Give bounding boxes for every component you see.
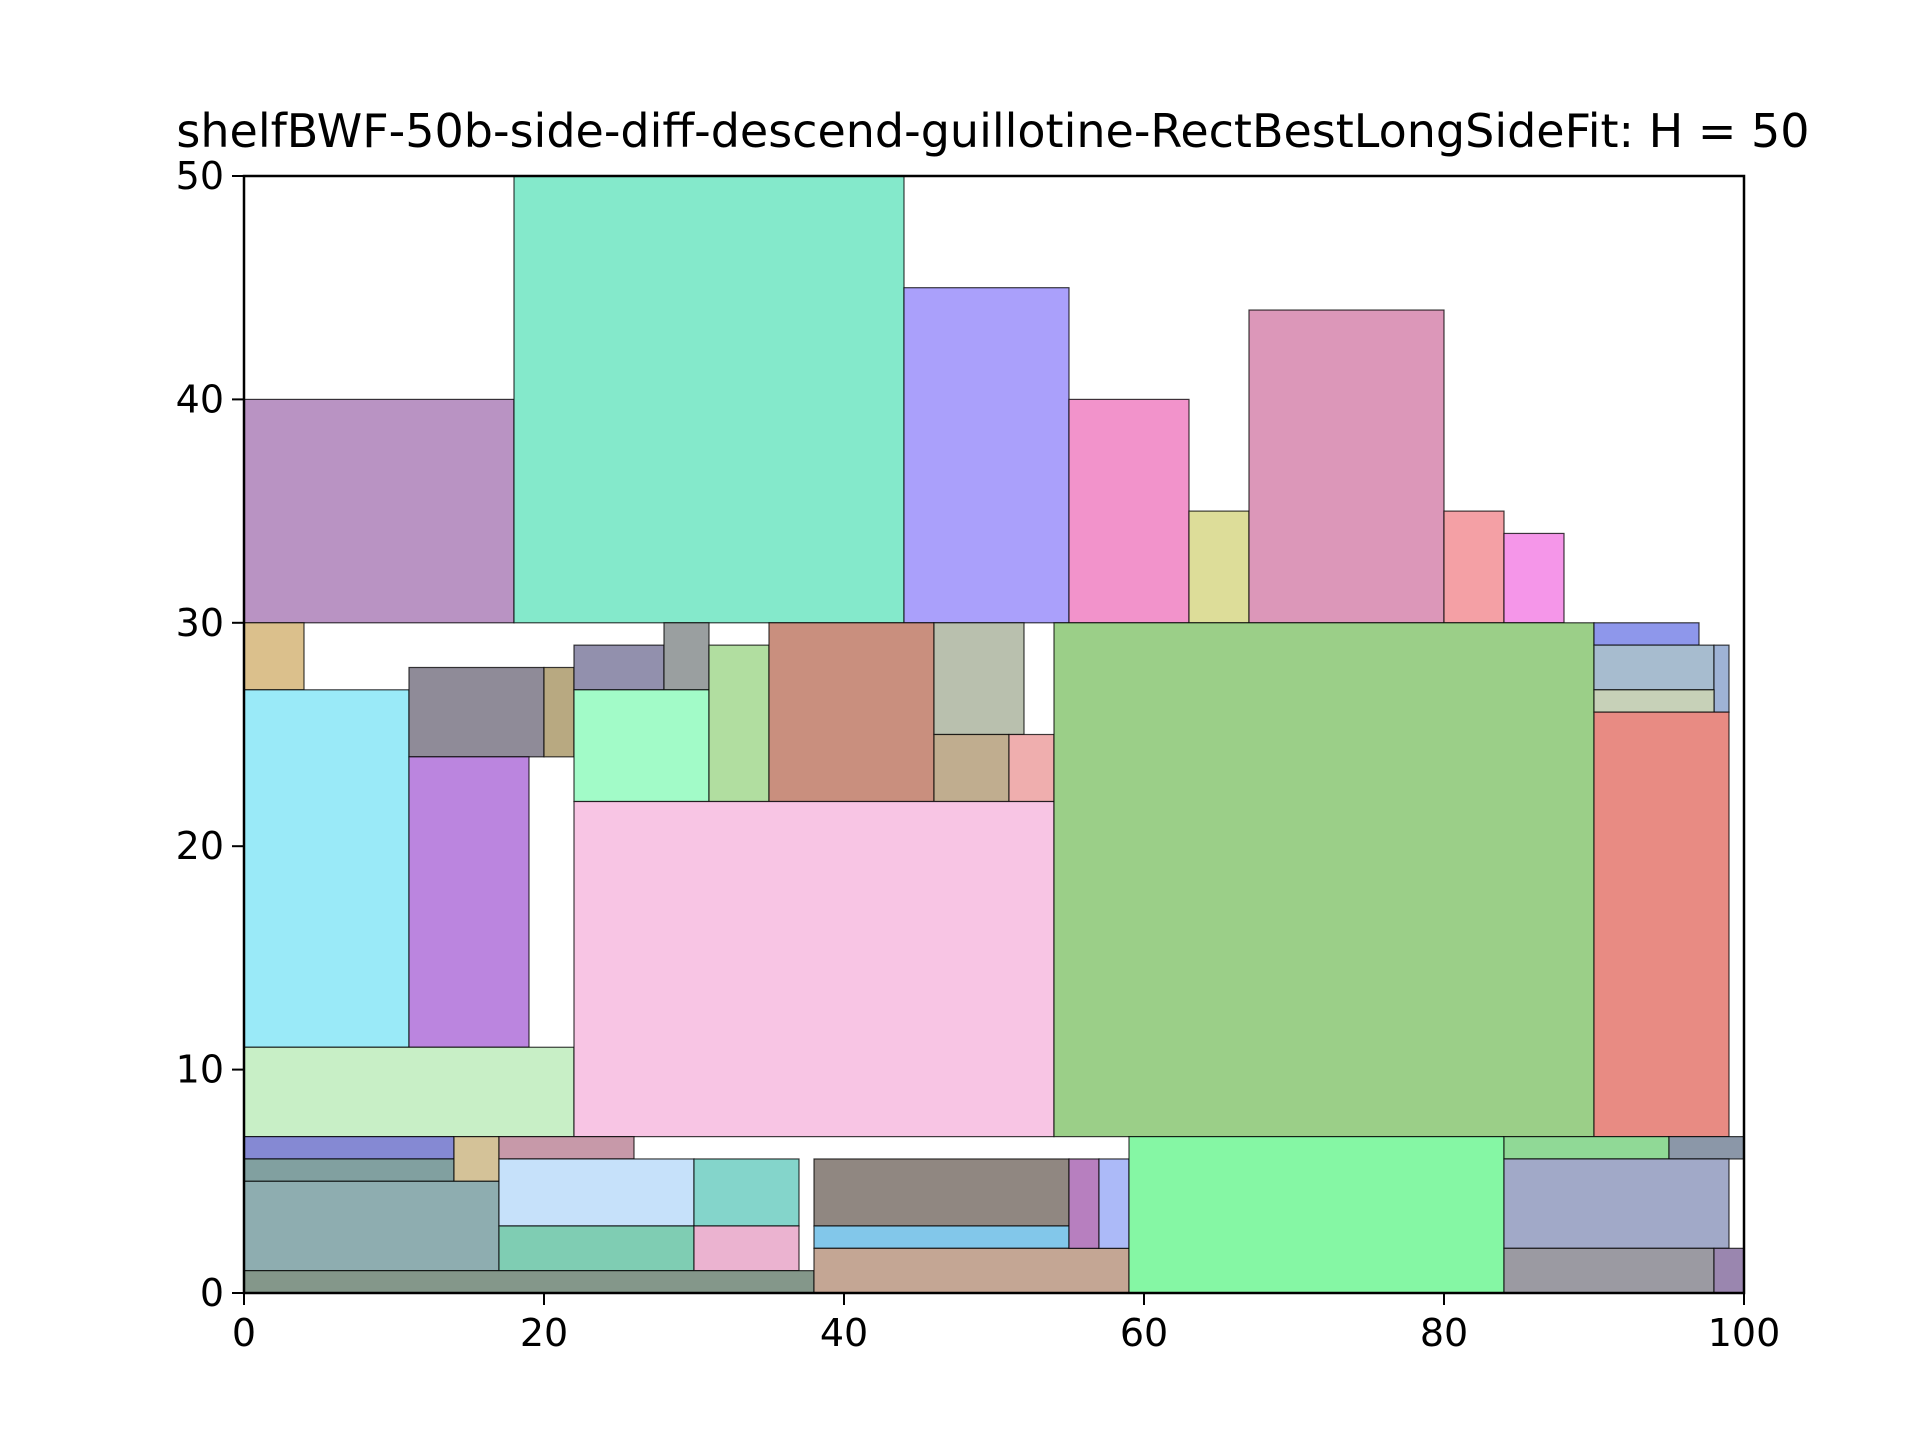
y-tick-label: 30	[176, 601, 224, 645]
packed-rect-8	[243, 622, 305, 691]
packed-rect-46	[1668, 1136, 1745, 1160]
packed-rect-27	[1593, 689, 1715, 713]
packed-rect-11	[543, 666, 575, 758]
packed-rect-15	[663, 622, 710, 691]
packed-rect-32	[243, 1180, 500, 1272]
y-tick-label: 20	[176, 824, 224, 868]
packed-rect-4	[1188, 510, 1250, 624]
x-axis: 0 20 40 60 80 100	[232, 1293, 1780, 1355]
packed-rect-48	[1503, 1247, 1715, 1294]
packed-rect-42	[1068, 1158, 1100, 1249]
packed-rect-29	[243, 1136, 455, 1160]
axes-frame	[242, 174, 1746, 1295]
packed-rect-28	[1593, 711, 1730, 1138]
packed-rect-44	[1128, 1136, 1505, 1294]
packed-rect-39	[813, 1158, 1070, 1227]
packed-rect-17	[708, 644, 770, 803]
packed-rect-45	[1503, 1136, 1670, 1160]
packed-rect-5	[1248, 309, 1445, 624]
y-tick-label: 0	[200, 1271, 224, 1315]
packed-rect-12	[408, 756, 530, 1048]
packed-rect-40	[813, 1225, 1070, 1249]
packed-rect-20	[933, 733, 1010, 803]
y-tick-label: 40	[176, 377, 224, 421]
packed-rect-38	[243, 1270, 815, 1294]
packed-rect-41	[813, 1247, 1130, 1294]
packed-rect-3	[1068, 398, 1190, 624]
packed-rect-43	[1098, 1158, 1130, 1249]
packed-rect-21	[1008, 733, 1055, 803]
packed-rect-16	[573, 689, 710, 803]
packed-rect-7	[1503, 532, 1565, 624]
packed-rect-26	[1713, 644, 1730, 713]
x-tick-label: 80	[1420, 1311, 1468, 1355]
packed-rect-1	[513, 175, 905, 624]
packed-rect-25	[1593, 644, 1715, 691]
packed-rect-14	[573, 644, 665, 691]
packed-rect-31	[453, 1136, 500, 1182]
packed-rect-0	[243, 398, 515, 624]
packed-rect-19	[933, 622, 1025, 736]
packed-rect-37	[693, 1225, 800, 1272]
packed-rect-23	[1053, 622, 1595, 1138]
packed-rect-35	[693, 1158, 800, 1227]
x-tick-label: 20	[520, 1311, 568, 1355]
packed-rect-9	[243, 689, 410, 1048]
packed-rect-49	[1713, 1247, 1745, 1294]
chart-title: shelfBWF-50b-side-diff-descend-guillotin…	[176, 104, 1809, 158]
x-tick-label: 40	[820, 1311, 868, 1355]
packed-rect-6	[1443, 510, 1505, 624]
packed-rect-2	[903, 287, 1070, 624]
packed-rect-33	[498, 1136, 635, 1160]
x-tick-label: 0	[232, 1311, 256, 1355]
packed-rect-34	[498, 1158, 695, 1227]
packed-rect-47	[1503, 1158, 1730, 1249]
packed-rect-36	[498, 1225, 695, 1272]
y-tick-label: 10	[176, 1048, 224, 1092]
packed-rect-18	[768, 622, 935, 803]
packed-rect-22	[573, 800, 1055, 1138]
packed-rect-13	[243, 1046, 575, 1138]
x-tick-label: 100	[1708, 1311, 1781, 1355]
rects-layer	[243, 175, 1745, 1294]
x-tick-label: 60	[1120, 1311, 1168, 1355]
packed-rect-10	[408, 666, 545, 758]
packed-rect-24	[1593, 622, 1700, 646]
y-axis: 0 10 20 30 40 50	[176, 154, 244, 1315]
y-tick-label: 50	[176, 154, 224, 198]
packed-rect-30	[243, 1158, 455, 1182]
